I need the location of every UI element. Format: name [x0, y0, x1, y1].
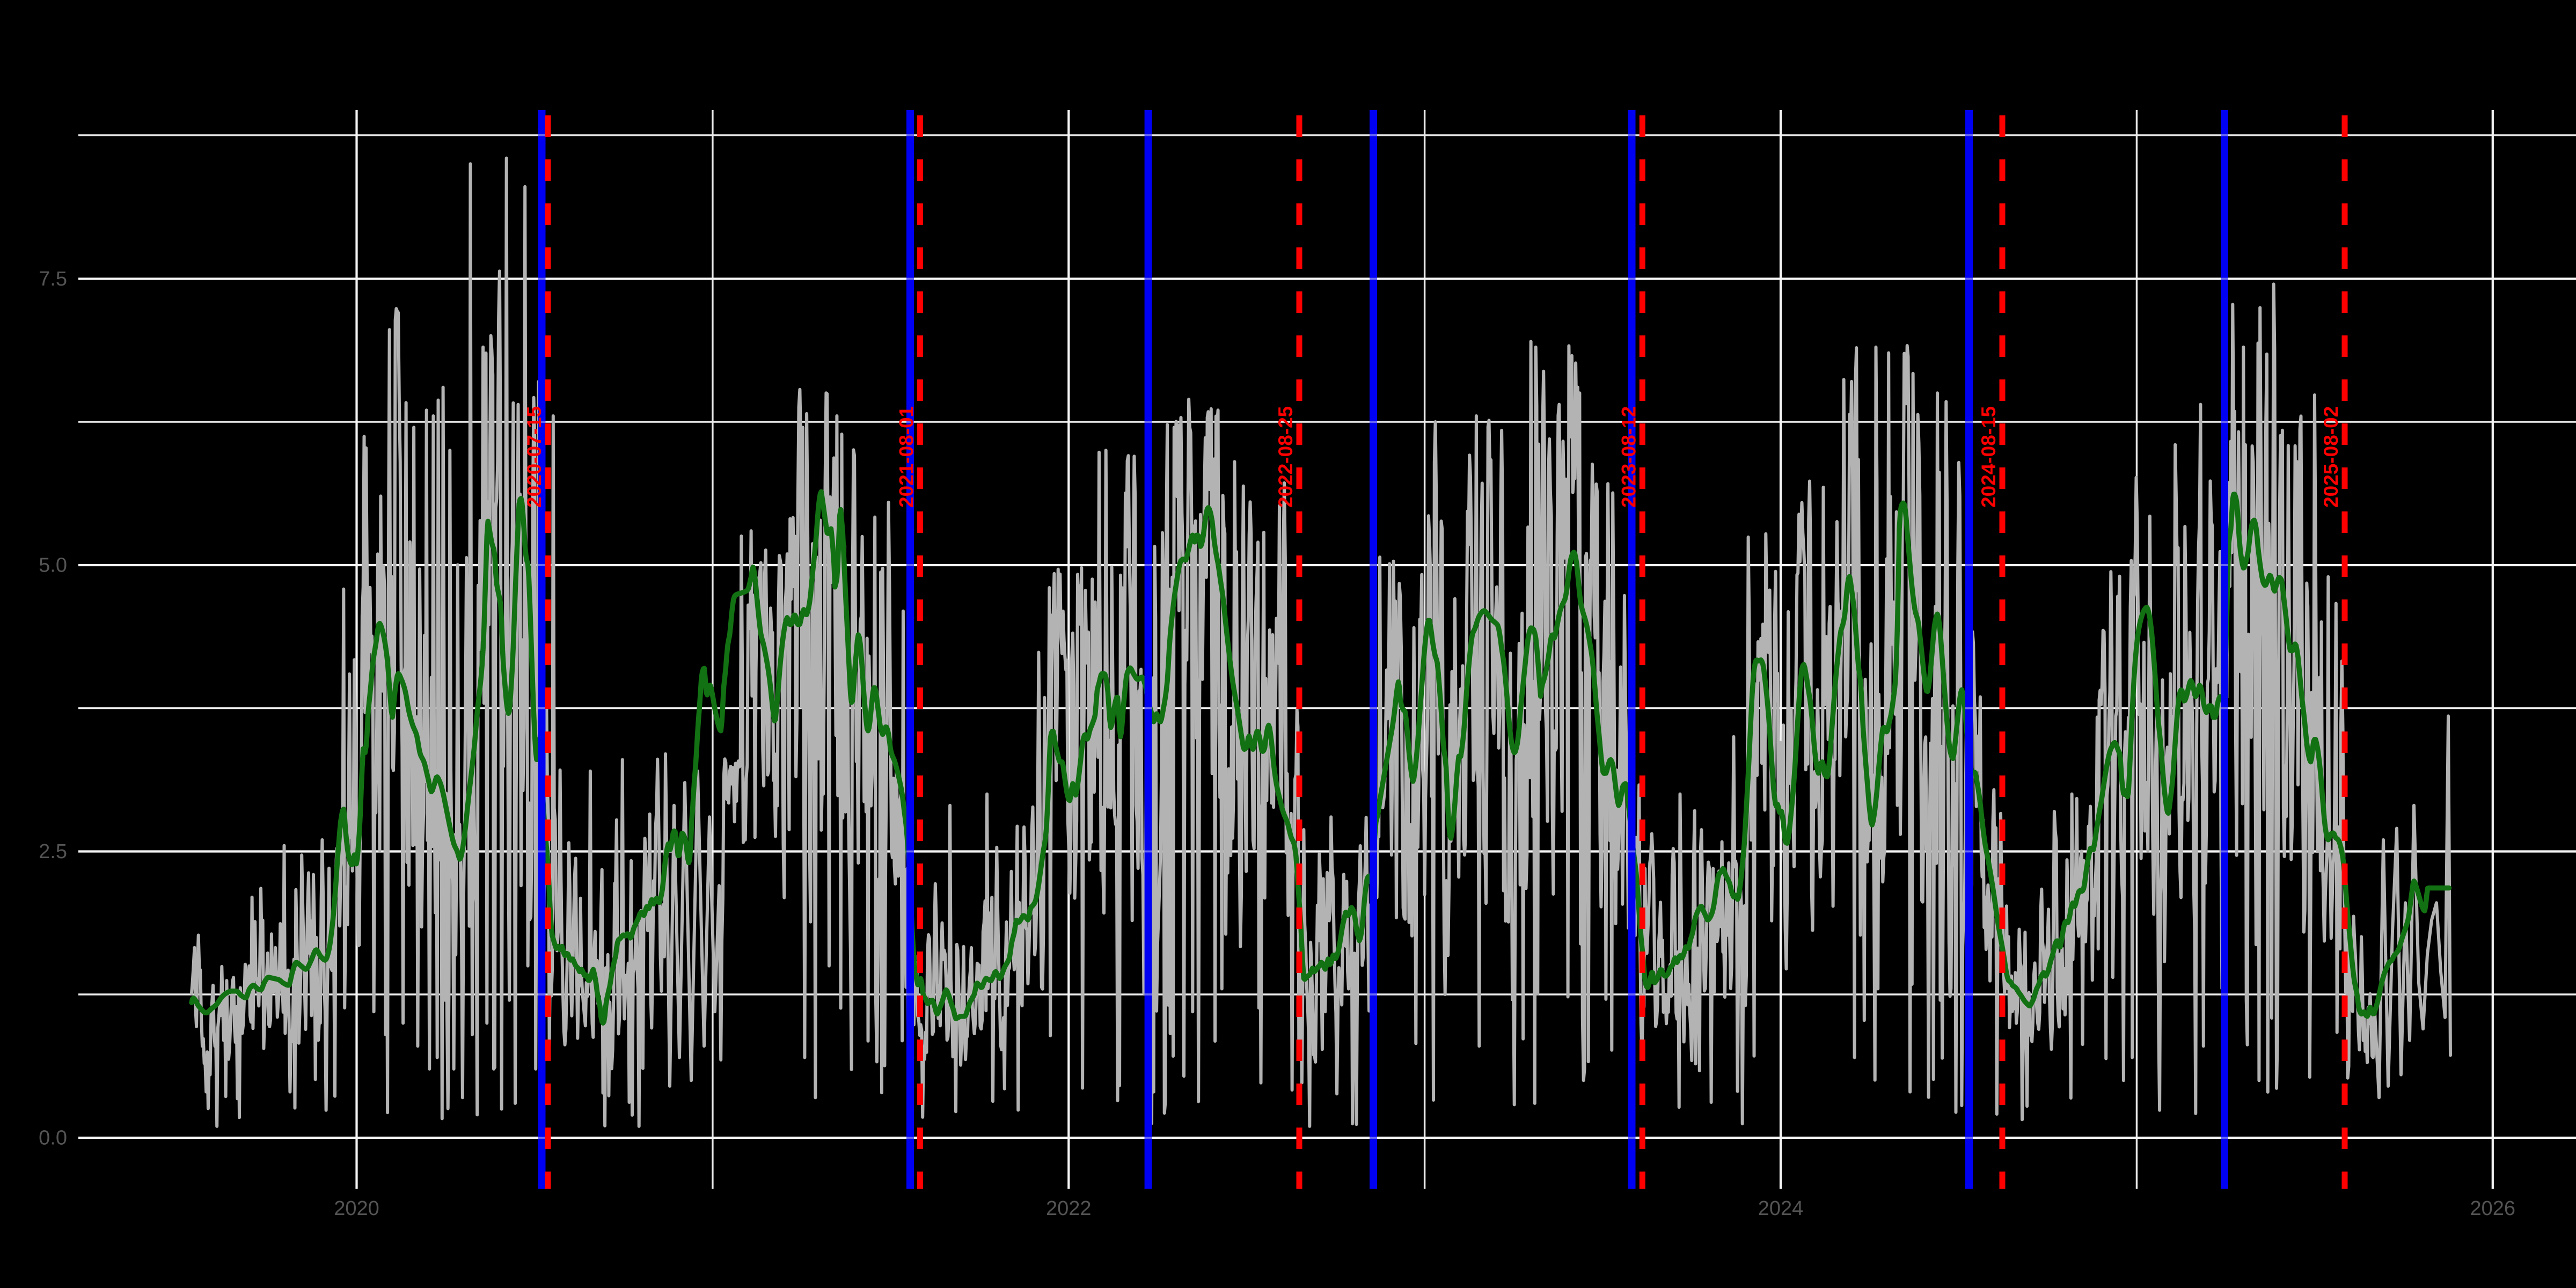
svg-text:2024: 2024 — [1758, 1197, 1804, 1220]
svg-text:7.5: 7.5 — [39, 268, 67, 290]
svg-text:2026: 2026 — [2470, 1197, 2516, 1220]
svg-text:2.5: 2.5 — [39, 840, 67, 863]
svg-text:2024-08-15: 2024-08-15 — [1978, 406, 2000, 508]
svg-text:0.0: 0.0 — [39, 1127, 67, 1150]
svg-text:2025-08-02: 2025-08-02 — [2320, 406, 2342, 508]
svg-text:5.0: 5.0 — [39, 554, 67, 577]
svg-text:2020-07-15: 2020-07-15 — [523, 406, 545, 508]
svg-text:2021-08-01: 2021-08-01 — [896, 406, 918, 508]
svg-text:2023-08-12: 2023-08-12 — [1618, 406, 1640, 508]
svg-text:2020: 2020 — [334, 1197, 379, 1220]
svg-text:2022-08-25: 2022-08-25 — [1275, 406, 1297, 508]
svg-text:2022: 2022 — [1046, 1197, 1092, 1220]
